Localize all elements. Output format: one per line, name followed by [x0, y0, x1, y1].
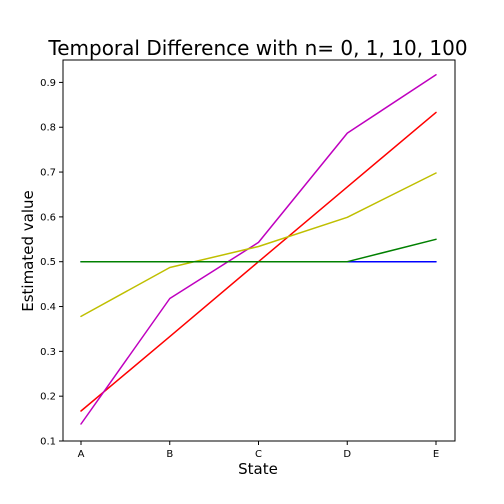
x-tick-label: A	[78, 449, 85, 460]
plot-frame	[62, 59, 456, 442]
series-layer	[80, 74, 437, 425]
y-tick-label: 0.9	[40, 78, 56, 89]
series-line-5	[80, 238, 437, 263]
x-tick-label: E	[433, 449, 439, 460]
y-tick-label: 0.7	[40, 168, 56, 179]
y-tick-label: 0.1	[40, 437, 56, 448]
y-axis-label: Estimated value	[19, 190, 37, 312]
x-axis: A B C D E	[78, 441, 439, 460]
y-axis: 0.1 0.2 0.3 0.4 0.5 0.6 0.7 0.8 0.9	[40, 78, 63, 448]
chart-title: Temporal Difference with n= 0, 1, 10, 10…	[47, 36, 467, 60]
series-line-2	[80, 74, 437, 425]
x-tick-label: D	[343, 449, 351, 460]
x-axis-label: State	[238, 460, 278, 478]
series-line-3	[80, 172, 437, 318]
y-tick-label: 0.2	[40, 392, 56, 403]
y-tick-label: 0.8	[40, 123, 56, 134]
y-tick-label: 0.3	[40, 347, 56, 358]
y-tick-label: 0.5	[40, 257, 56, 268]
y-tick-label: 0.6	[40, 212, 56, 223]
y-tick-label: 0.4	[40, 302, 56, 313]
x-tick-label: B	[166, 449, 173, 460]
x-tick-label: C	[255, 449, 262, 460]
